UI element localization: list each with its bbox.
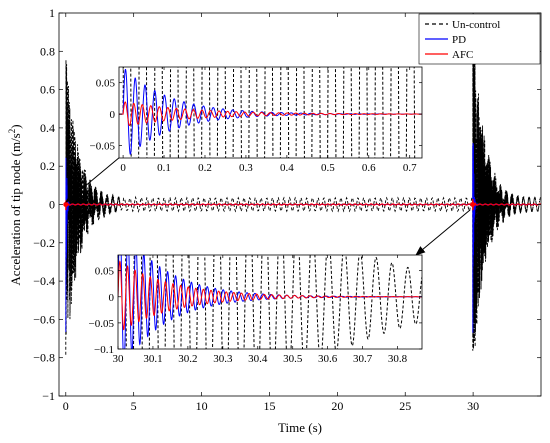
inset-bottom-x-tick-label: 30.6: [318, 353, 338, 365]
legend-label-afc: AFC: [452, 49, 473, 61]
burst-marker: [470, 202, 476, 207]
inset-bottom-x-tick-label: 30.7: [353, 353, 373, 365]
inset-bottom-axes: 30 30.1 30.2 30.3 30.4 30.5 30.6 30.7 30.8 −0.1 −0…: [89, 255, 422, 365]
main-y-tick-label: −0.4: [33, 274, 55, 288]
inset-top-x-tick-label: 0.6: [362, 162, 376, 174]
y-axis-title: Acceleration of tip node (m/s2): [7, 124, 23, 285]
legend-label-uncontrol: Un-control: [452, 19, 500, 31]
main-x-tick-label: 10: [196, 399, 208, 413]
inset-top-x-tick-label: 0.2: [198, 162, 212, 174]
inset-top-y-tick-label: 0.05: [96, 78, 116, 90]
inset-top-x-tick-label: 0.4: [280, 162, 294, 174]
inset-top-x-tick-label: 0.7: [403, 162, 417, 174]
y-axis-title-superscript: 2: [7, 129, 17, 134]
inset-bottom-frame: [117, 254, 423, 350]
main-x-tick-label: 25: [399, 399, 411, 413]
main-y-tick-label: 0.6: [40, 83, 55, 97]
legend-label-pd: PD: [452, 34, 466, 46]
x-axis-title: Time (s): [278, 420, 322, 435]
inset-bottom-x-tick-label: 30.5: [283, 353, 303, 365]
zoom-arrow-end: [415, 209, 471, 256]
main-series-afc: [65, 198, 541, 211]
main-y-tick-label: 0: [49, 198, 55, 212]
y-axis-title-main: Acceleration of tip node (m/s: [8, 133, 23, 285]
inset-bottom-y-tick-label: 0.05: [95, 266, 115, 278]
inset-top-x-tick-label: 0: [120, 162, 126, 174]
main-axes: 0 5 10 15 20 25 30−1−0.8−0.6−0.4−0.200.20.40.6…: [33, 6, 541, 413]
inset-top-frame: [118, 66, 423, 159]
zoom-arrow-start: [65, 156, 121, 203]
inset-bottom-x-tick-label: 30: [113, 353, 125, 365]
inset-top-y-tick-label: 0: [110, 109, 116, 121]
main-plot-lines: [63, 35, 541, 355]
main-y-tick-label: −1: [42, 389, 55, 403]
inset-top-axes: 0 0.1 0.2 0.3 0.4 0.5 0.6 0.7 −0.05 0 0.05: [90, 67, 422, 174]
inset-bottom-series-afc: [118, 260, 422, 331]
inset-bottom-series-uncontrol: [118, 255, 422, 349]
main-y-tick-label: 0.4: [40, 121, 55, 135]
main-x-tick-label: 0: [63, 399, 69, 413]
main-y-tick-label: 1: [49, 6, 55, 20]
inset-top-lines: [119, 67, 422, 158]
main-x-tick-label: 30: [467, 399, 479, 413]
inset-bottom-x-tick-label: 30.8: [388, 353, 408, 365]
main-y-tick-label: −0.2: [33, 236, 55, 250]
inset-top-x-tick-label: 0.1: [157, 162, 171, 174]
inset-bottom-x-tick-label: 30.4: [248, 353, 268, 365]
inset-top-x-tick-label: 0.5: [321, 162, 335, 174]
legend: Un-control PD AFC: [418, 13, 541, 65]
inset-top-y-tick-label: −0.05: [90, 140, 116, 152]
inset-bottom-y-tick-label: 0: [109, 292, 115, 304]
main-x-tick-label: 20: [331, 399, 343, 413]
inset-top-x-tick-label: 0.3: [239, 162, 253, 174]
main-y-tick-label: −0.8: [33, 351, 55, 365]
inset-bottom-lines: [118, 255, 422, 349]
main-y-tick-label: 0.2: [40, 159, 55, 173]
y-axis-title-close: ): [8, 124, 23, 128]
main-y-tick-label: 0.8: [40, 44, 55, 58]
main-x-tick-label: 15: [263, 399, 275, 413]
inset-top-series-afc: [119, 101, 422, 127]
inset-bottom-y-tick-label: −0.1: [94, 344, 114, 356]
inset-bottom-y-tick-label: −0.05: [89, 318, 115, 330]
main-x-tick-label: 5: [131, 399, 137, 413]
inset-bottom-x-tick-label: 30.1: [143, 353, 162, 365]
main-y-tick-label: −0.6: [33, 312, 55, 326]
inset-bottom-x-tick-label: 30.3: [213, 353, 233, 365]
inset-bottom-x-tick-label: 30.2: [178, 353, 197, 365]
burst-marker: [63, 202, 69, 207]
